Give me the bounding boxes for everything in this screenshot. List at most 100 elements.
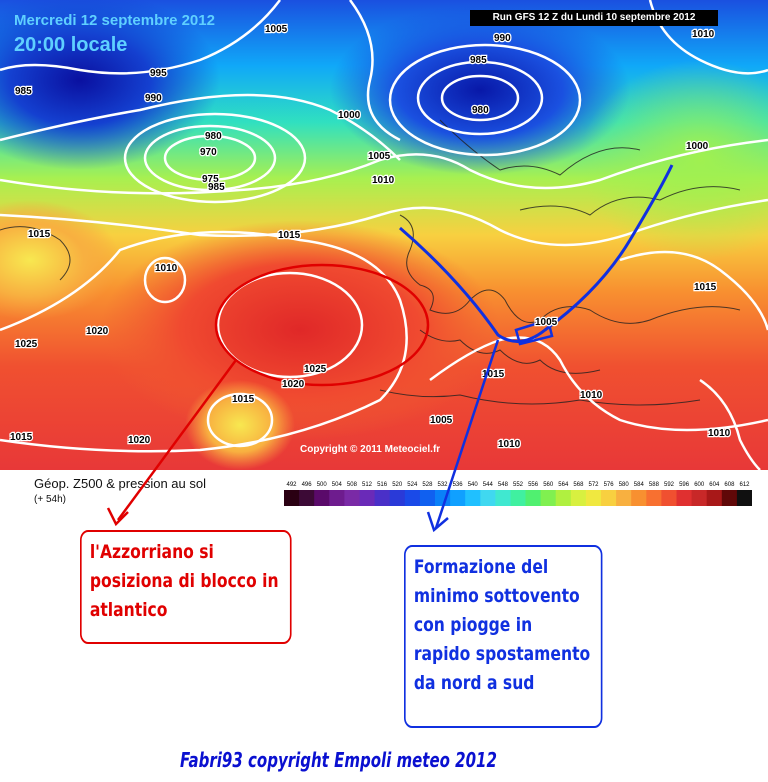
map-date: Mercredi 12 septembre 2012 xyxy=(14,12,215,29)
scale-swatch xyxy=(480,490,496,506)
azores-high-note: l'Azzorriano si posiziona di blocco in a… xyxy=(80,530,292,644)
isobar-label: 980 xyxy=(205,131,222,142)
model-run-label: Run GFS 12 Z du Lundi 10 septembre 2012 xyxy=(470,10,718,26)
isobar-label: 1015 xyxy=(694,282,717,293)
scale-swatch xyxy=(646,490,662,506)
isobar-label: 1020 xyxy=(128,435,151,446)
red-arrowhead xyxy=(106,507,129,527)
scale-tick-label: 520 xyxy=(392,482,403,488)
isobar-label: 1015 xyxy=(482,369,505,380)
scale-swatch xyxy=(616,490,632,506)
scale-tick-label: 580 xyxy=(619,482,630,488)
isobar-label: 1015 xyxy=(232,394,255,405)
isobar-label: 985 xyxy=(208,182,225,193)
scale-tick-label: 608 xyxy=(724,482,735,488)
scale-tick-label: 592 xyxy=(664,482,675,488)
scale-tick-label: 560 xyxy=(543,482,554,488)
scale-swatch xyxy=(435,490,451,506)
color-scale: 492 496 500 504 508 512 516 520 524 528 532 536 540 5… xyxy=(284,482,752,506)
scale-tick-label: 572 xyxy=(588,482,599,488)
scale-swatch xyxy=(389,490,406,506)
isobar-label: 975 xyxy=(202,174,219,185)
scale-tick-label: 576 xyxy=(604,482,615,488)
isobar-label: 995 xyxy=(150,68,167,79)
isobar-label: 1010 xyxy=(498,439,521,450)
scale-tick-label: 612 xyxy=(739,482,750,488)
scale-tick-label: 508 xyxy=(347,482,358,488)
scale-tick-label: 596 xyxy=(679,482,690,488)
blue-arrowhead xyxy=(426,511,449,533)
scale-swatch xyxy=(329,490,345,506)
scale-swatch xyxy=(555,490,572,506)
scale-swatch xyxy=(661,490,677,506)
lee-low-note: Formazione del minimo sottovento con pio… xyxy=(404,545,603,728)
scale-tick-label: 564 xyxy=(558,482,569,488)
isobar-label: 1000 xyxy=(686,141,709,152)
scale-swatch xyxy=(601,490,617,506)
scale-swatch xyxy=(706,490,723,506)
scale-swatch xyxy=(314,490,330,506)
isobar-label: 985 xyxy=(15,86,32,97)
scale-tick-label: 600 xyxy=(694,482,705,488)
scale-tick-label: 512 xyxy=(362,482,373,488)
isobar-label: 990 xyxy=(494,33,511,44)
legend-title: Géop. Z500 & pression au sol xyxy=(34,476,206,491)
scale-tick-label: 540 xyxy=(468,482,479,488)
scale-tick-label: 500 xyxy=(317,482,328,488)
isobar-label: 1025 xyxy=(15,339,38,350)
isobar-label: 1005 xyxy=(430,415,453,426)
isobar-label: 1010 xyxy=(580,390,603,401)
isobar-label: 1010 xyxy=(372,175,395,186)
scale-tick-label: 556 xyxy=(528,482,539,488)
scale-swatch xyxy=(284,490,300,506)
scale-swatch xyxy=(495,490,511,506)
scale-swatch xyxy=(540,490,557,506)
weather-map: 1005 995 990 985 980 970 975 985 1000 10… xyxy=(0,0,768,470)
isobar-label: 1020 xyxy=(282,379,305,390)
scale-swatch xyxy=(419,490,436,506)
scale-tick-label: 548 xyxy=(498,482,509,488)
scale-tick-label: 604 xyxy=(709,482,720,488)
legend-forecast-hour: (+ 54h) xyxy=(34,494,66,505)
scale-swatch xyxy=(344,490,360,506)
scale-swatch xyxy=(359,490,376,506)
scale-tick-label: 544 xyxy=(483,482,494,488)
isobar-label: 1015 xyxy=(10,432,33,443)
map-copyright: Copyright © 2011 Meteociel.fr xyxy=(300,444,441,455)
scale-tick-label: 528 xyxy=(422,482,433,488)
isobar-label: 1015 xyxy=(28,229,51,240)
scale-swatch xyxy=(721,490,738,506)
scale-swatch xyxy=(465,490,481,506)
trough-line xyxy=(399,164,674,343)
isobar-label: 1010 xyxy=(692,29,715,40)
isobar-label: 1005 xyxy=(265,24,288,35)
isobar-label: 1015 xyxy=(278,230,301,241)
scale-tick-label: 496 xyxy=(302,482,313,488)
scale-tick-label: 584 xyxy=(634,482,645,488)
scale-tick-label: 492 xyxy=(286,482,297,488)
scale-swatch xyxy=(374,490,391,506)
scale-swatch xyxy=(570,490,587,506)
scale-swatch xyxy=(404,490,421,506)
isobar-label: 1005 xyxy=(368,151,391,162)
isobar-label: 1005 xyxy=(535,317,558,328)
isobar-label: 1020 xyxy=(86,326,109,337)
isobar-label: 1010 xyxy=(155,263,178,274)
scale-swatch xyxy=(736,490,752,506)
scale-swatch xyxy=(525,490,542,506)
scale-swatch xyxy=(510,490,527,506)
isobar-label: 1000 xyxy=(338,110,361,121)
isobar-label: 970 xyxy=(200,147,217,158)
isobar-label: 1025 xyxy=(304,364,327,375)
isobar-label: 1010 xyxy=(708,428,731,439)
scale-swatch xyxy=(691,490,708,506)
scale-swatch xyxy=(585,490,602,506)
isobar-label: 985 xyxy=(470,55,487,66)
scale-tick-label: 552 xyxy=(513,482,524,488)
scale-tick-label: 568 xyxy=(573,482,584,488)
scale-tick-label: 516 xyxy=(377,482,388,488)
scale-tick-label: 524 xyxy=(407,482,418,488)
footer-credit: Fabri93 copyright Empoli meteo 2012 xyxy=(180,748,497,772)
isobar-label: 980 xyxy=(472,105,489,116)
scale-tick-label: 504 xyxy=(332,482,343,488)
